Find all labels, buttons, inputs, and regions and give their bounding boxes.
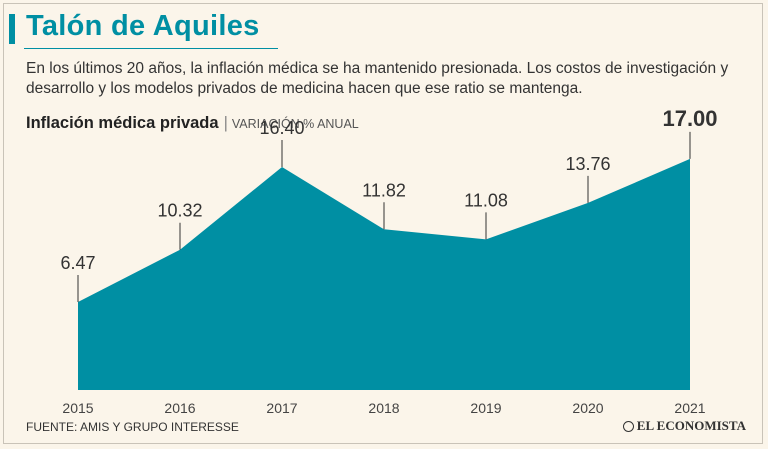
data-label: 16.40 bbox=[259, 118, 304, 138]
data-label: 10.32 bbox=[157, 201, 202, 221]
x-tick-label: 2015 bbox=[62, 400, 93, 416]
chart-unit-label: VARIACIÓN % ANUAL bbox=[231, 117, 359, 131]
chart-title-main: Inflación médica privada bbox=[26, 114, 219, 132]
x-tick-label: 2019 bbox=[470, 400, 501, 416]
chart-title: Inflación médica privada | VARIACIÓN % ANU… bbox=[26, 114, 359, 133]
logo-text: EL ECONOMISTA bbox=[636, 418, 746, 433]
title-underline bbox=[24, 48, 278, 49]
data-label: 13.76 bbox=[565, 154, 610, 174]
x-tick-label: 2017 bbox=[266, 400, 297, 416]
frame-border bbox=[3, 3, 763, 444]
data-label: 6.47 bbox=[60, 253, 95, 273]
x-tick-label: 2021 bbox=[674, 400, 705, 416]
data-label: 17.00 bbox=[662, 106, 717, 131]
x-tick-label: 2016 bbox=[164, 400, 195, 416]
data-label: 11.08 bbox=[464, 190, 508, 210]
title-accent-bar bbox=[9, 14, 15, 44]
source-note: FUENTE: AMIS Y GRUPO INTERESSE bbox=[26, 420, 239, 434]
x-tick-label: 2018 bbox=[368, 400, 399, 416]
area-fill bbox=[78, 158, 690, 390]
data-label: 11.82 bbox=[362, 180, 406, 200]
page-title: Talón de Aquiles bbox=[26, 10, 260, 42]
subtitle: En los últimos 20 años, la inflación méd… bbox=[26, 60, 729, 97]
title-separator: | bbox=[223, 114, 228, 132]
publisher-logo: EL ECONOMISTA bbox=[622, 418, 746, 434]
globe-icon bbox=[622, 420, 634, 432]
x-tick-label: 2020 bbox=[572, 400, 603, 416]
